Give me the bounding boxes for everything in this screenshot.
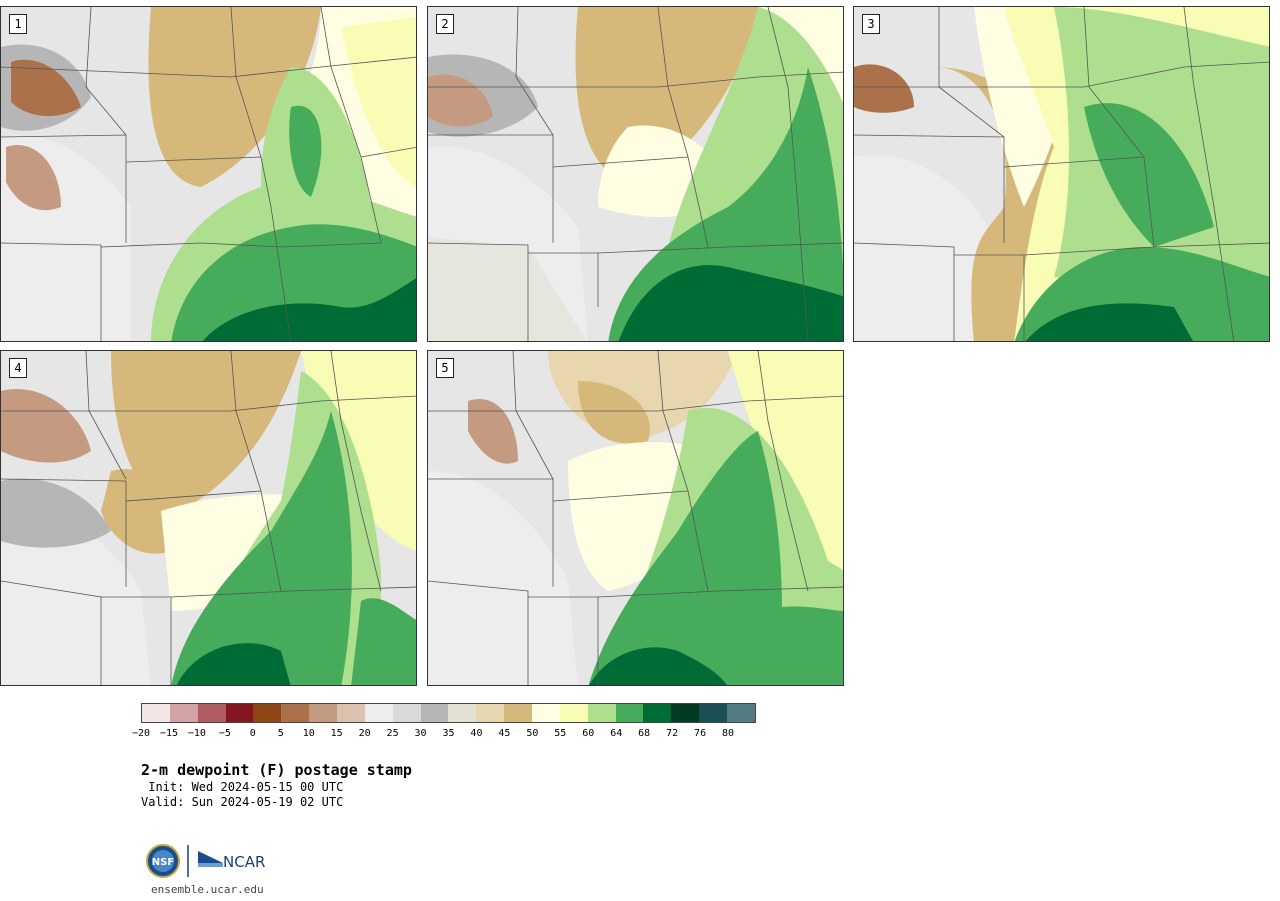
member-label-5: 5 <box>436 358 454 378</box>
colorbar-swatch <box>225 704 254 722</box>
colorbar-swatch <box>448 704 477 722</box>
nsf-ncar-logo: NSF NCAR <box>145 843 275 879</box>
colorbar-swatch <box>197 704 226 722</box>
colorbar-tick-label: 20 <box>358 728 371 739</box>
colorbar-tick-label: 80 <box>722 728 735 739</box>
colorbar-swatch <box>671 704 700 722</box>
stamp-panel-4: 4 <box>0 350 417 686</box>
colorbar-swatch <box>337 704 365 722</box>
stamp-panel-2: 2 <box>427 6 844 342</box>
colorbar-tick-label: 55 <box>554 728 567 739</box>
colorbar-tick-label: 5 <box>277 728 284 739</box>
stamp-panel-1: 1 <box>0 6 417 342</box>
colorbar-tick-label: 0 <box>249 728 256 739</box>
colorbar-swatch <box>504 704 533 722</box>
colorbar-tick-label: 35 <box>442 728 455 739</box>
stamp-panel-3: 3 <box>853 6 1270 342</box>
dewpoint-map-2 <box>428 7 843 341</box>
valid-time: Valid: Sun 2024-05-19 02 UTC <box>141 795 344 809</box>
stamp-panel-5: 5 <box>427 350 844 686</box>
colorbar-tick-label: 40 <box>470 728 483 739</box>
colorbar-swatch <box>142 704 170 722</box>
colorbar-swatch <box>615 704 644 722</box>
colorbar-tick-label: 45 <box>498 728 511 739</box>
colorbar-tick-label: −5 <box>218 728 231 739</box>
dewpoint-colorbar <box>141 703 756 723</box>
colorbar-swatch <box>587 704 616 722</box>
colorbar-tick-label: −20 <box>131 728 151 739</box>
dewpoint-map-5 <box>428 351 843 685</box>
colorbar-swatch <box>364 704 393 722</box>
colorbar-swatch <box>699 704 728 722</box>
colorbar-swatch <box>559 704 588 722</box>
member-label-3: 3 <box>862 14 880 34</box>
colorbar-tick-label: −10 <box>187 728 206 739</box>
ncar-logo-text: NCAR <box>223 853 265 871</box>
colorbar-swatch <box>309 704 338 722</box>
dewpoint-map-4 <box>1 351 416 685</box>
colorbar-tick-label: 64 <box>610 728 623 739</box>
colorbar-tick-label: 50 <box>526 728 539 739</box>
colorbar-swatch <box>727 704 755 722</box>
colorbar-swatch <box>392 704 421 722</box>
colorbar-tick-label: −15 <box>159 728 178 739</box>
dewpoint-map-1 <box>1 7 416 341</box>
colorbar-swatch <box>643 704 672 722</box>
nsf-logo-text: NSF <box>152 857 174 868</box>
site-url: ensemble.ucar.edu <box>151 883 264 896</box>
dewpoint-map-3 <box>854 7 1269 341</box>
init-time: Init: Wed 2024-05-15 00 UTC <box>141 780 344 794</box>
colorbar-swatch <box>169 704 198 722</box>
colorbar-ticks: −20 −15 −10 −5 0 5 10 15 20 25 30 35 40 45 50 55 60 64 68 7… <box>132 728 756 742</box>
member-label-1: 1 <box>9 14 27 34</box>
colorbar-tick-label: 68 <box>638 728 651 739</box>
colorbar-tick-label: 15 <box>330 728 343 739</box>
colorbar-swatch <box>532 704 560 722</box>
member-label-4: 4 <box>9 358 27 378</box>
figure-title: 2-m dewpoint (F) postage stamp <box>141 761 412 779</box>
colorbar-tick-label: 60 <box>582 728 595 739</box>
colorbar-swatch <box>253 704 282 722</box>
colorbar-swatch <box>476 704 505 722</box>
colorbar-swatch <box>281 704 310 722</box>
colorbar-tick-label: 25 <box>386 728 399 739</box>
colorbar-tick-label: 72 <box>666 728 679 739</box>
colorbar-tick-label: 10 <box>302 728 315 739</box>
member-label-2: 2 <box>436 14 454 34</box>
colorbar-swatch <box>420 704 449 722</box>
colorbar-tick-label: 76 <box>694 728 707 739</box>
colorbar-tick-label: 30 <box>414 728 427 739</box>
